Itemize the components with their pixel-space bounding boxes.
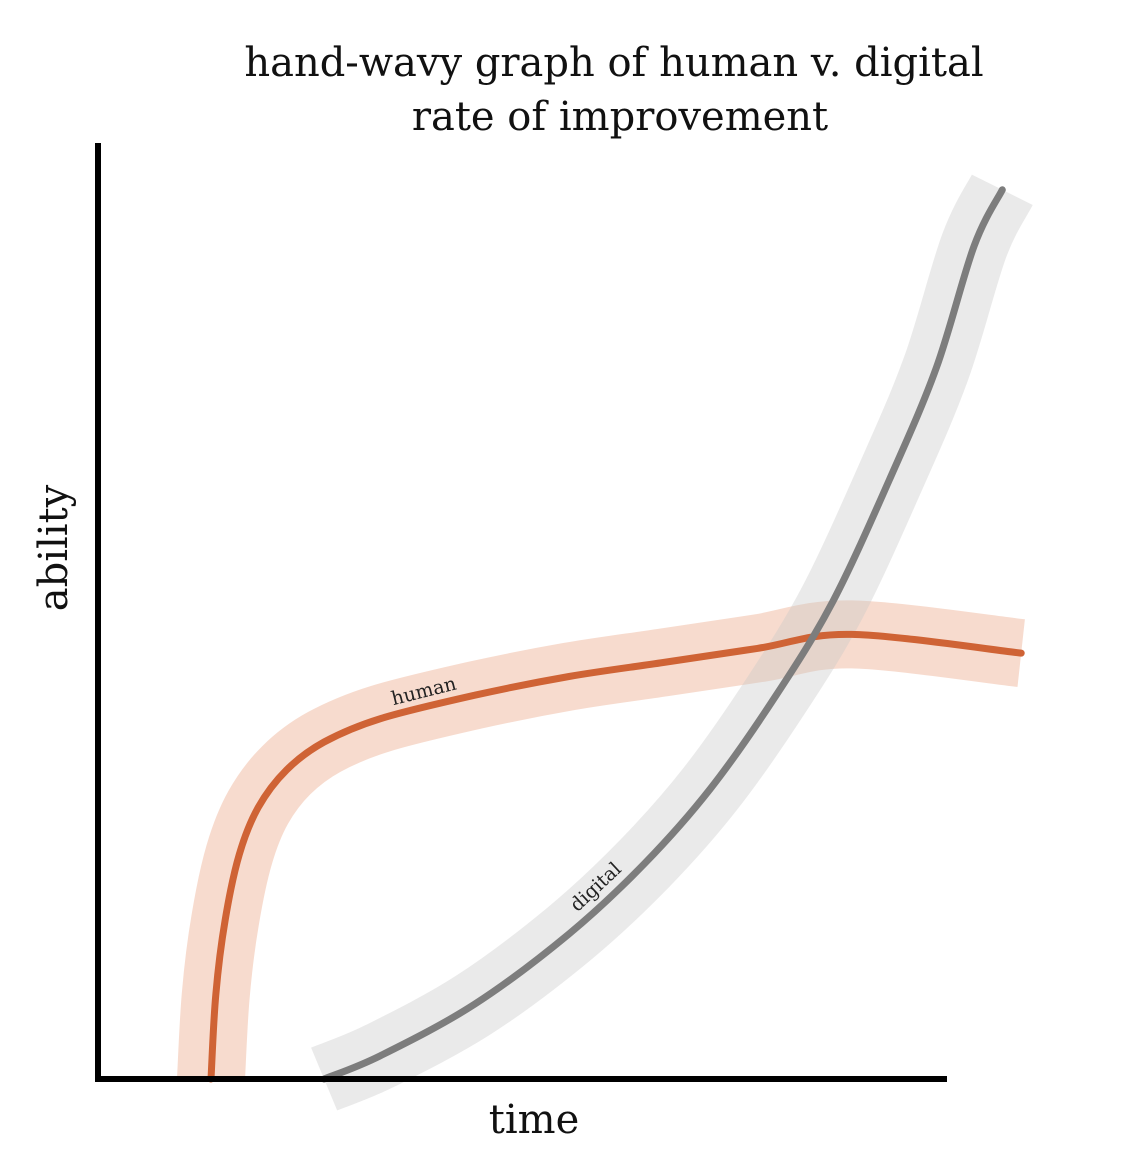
chart-title-line-1: hand-wavy graph of human v. digital <box>244 40 983 86</box>
y-axis-label: ability <box>31 484 77 611</box>
series-lines <box>207 186 1025 1083</box>
x-axis-label: time <box>489 1097 579 1143</box>
uncertainty-bands <box>177 173 1033 1111</box>
human-series-line <box>207 630 1025 1083</box>
chart-title-line-2: rate of improvement <box>412 94 828 140</box>
digital-series-line <box>320 186 1006 1083</box>
